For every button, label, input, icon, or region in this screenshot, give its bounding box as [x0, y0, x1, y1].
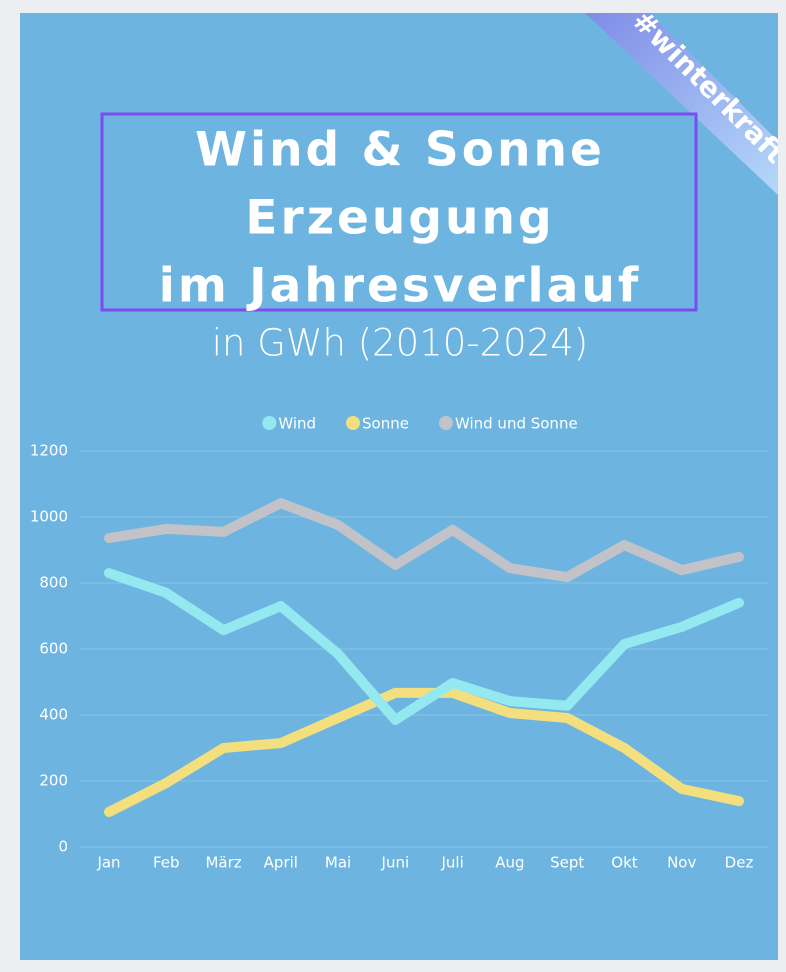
chart-title: Wind & Sonne Erzeugung im Jahresverlauf: [159, 123, 642, 314]
x-tick-label: Okt: [611, 854, 637, 872]
x-tick-label: Feb: [153, 854, 180, 872]
y-tick-label: 200: [39, 772, 68, 790]
legend-marker: [346, 416, 361, 430]
ribbon: [585, 13, 778, 195]
x-tick-label: Jan: [96, 854, 120, 872]
y-tick-label: 400: [39, 706, 68, 724]
x-tick-label: März: [205, 854, 241, 872]
x-tick-label: Juli: [441, 854, 464, 872]
y-tick-label: 0: [58, 838, 68, 856]
y-tick-label: 1200: [30, 442, 68, 460]
x-tick-label: Dez: [725, 854, 754, 872]
chart-subtitle: in GWh (2010-2024): [212, 322, 589, 365]
x-tick-label: Juni: [381, 854, 410, 872]
x-tick-label: Nov: [667, 854, 696, 872]
legend-marker: [438, 416, 453, 430]
legend-label: Sonne: [362, 415, 409, 433]
x-tick-label: Aug: [495, 854, 524, 872]
legend-label: Wind und Sonne: [455, 415, 578, 433]
series-line: [104, 687, 744, 818]
x-tick-label: April: [264, 854, 298, 872]
card-background: [20, 13, 778, 960]
series-line: [104, 568, 744, 725]
title-box: [100, 112, 698, 312]
y-tick-label: 600: [39, 640, 68, 658]
series-line: [104, 498, 744, 583]
x-tick-label: Mai: [325, 854, 351, 872]
legend-label: Wind: [278, 415, 316, 433]
legend-marker: [262, 416, 277, 430]
x-tick-label: Sept: [550, 854, 584, 872]
y-tick-label: 800: [39, 574, 68, 592]
y-tick-label: 1000: [30, 508, 68, 526]
